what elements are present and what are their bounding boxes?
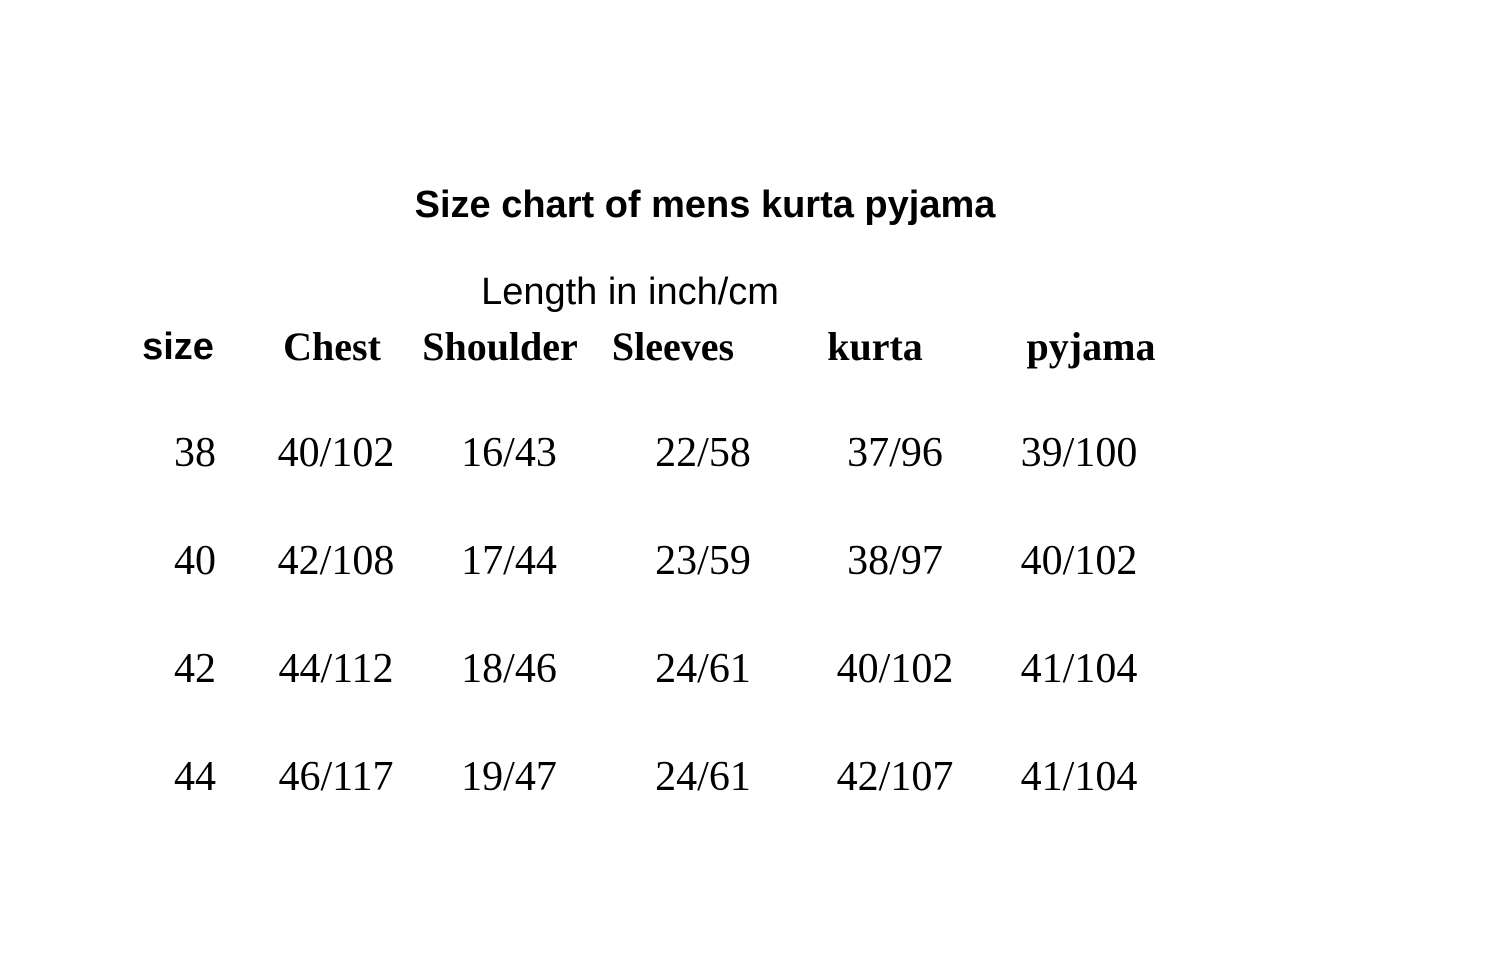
column-header-chest: Chest (283, 324, 381, 369)
cell-pyjama: 39/100 (1020, 430, 1138, 476)
cell-chest: 42/108 (277, 538, 395, 584)
column-header-size: size (142, 326, 214, 368)
cell-chest: 40/102 (277, 430, 395, 476)
cell-size: 44 (174, 754, 216, 800)
cell-chest: 44/112 (278, 646, 394, 692)
cell-pyjama: 41/104 (1020, 754, 1138, 800)
cell-kurta: 37/96 (847, 430, 943, 476)
cell-chest: 46/117 (278, 754, 394, 800)
cell-shoulder: 17/44 (461, 538, 557, 584)
column-header-pyjama: pyjama (1026, 324, 1156, 369)
cell-shoulder: 16/43 (461, 430, 557, 476)
page-title: Size chart of mens kurta pyjama (414, 184, 996, 226)
cell-size: 40 (174, 538, 216, 584)
cell-sleeves: 24/61 (655, 646, 751, 692)
cell-kurta: 42/107 (836, 754, 954, 800)
cell-shoulder: 19/47 (461, 754, 557, 800)
cell-shoulder: 18/46 (461, 646, 557, 692)
cell-size: 38 (174, 430, 216, 476)
cell-size: 42 (174, 646, 216, 692)
cell-kurta: 38/97 (847, 538, 943, 584)
cell-pyjama: 40/102 (1020, 538, 1138, 584)
cell-sleeves: 23/59 (655, 538, 751, 584)
cell-kurta: 40/102 (836, 646, 954, 692)
cell-pyjama: 41/104 (1020, 646, 1138, 692)
cell-sleeves: 22/58 (655, 430, 751, 476)
cell-sleeves: 24/61 (655, 754, 751, 800)
column-header-kurta: kurta (827, 324, 923, 369)
column-header-sleeves: Sleeves (611, 324, 735, 369)
unit-subtitle: Length in inch/cm (481, 271, 779, 313)
column-header-shoulder: Shoulder (422, 324, 578, 369)
